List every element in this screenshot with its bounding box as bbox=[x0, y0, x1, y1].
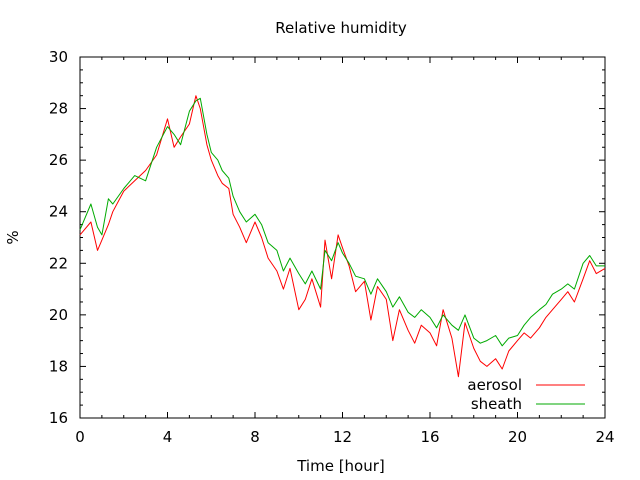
y-tick-label: 16 bbox=[49, 409, 68, 427]
series-layer bbox=[79, 95, 606, 378]
y-tick-label: 28 bbox=[49, 100, 68, 118]
y-tick-label: 26 bbox=[49, 151, 68, 169]
plot-frame bbox=[79, 56, 606, 419]
x-axis-label: Time [hour] bbox=[296, 457, 385, 475]
x-tick-label: 4 bbox=[163, 428, 173, 446]
x-tick-label: 12 bbox=[333, 428, 352, 446]
chart-title: Relative humidity bbox=[275, 19, 407, 37]
axis-ticks: 0 4 8 12 16 20 24 16 18 20 22 24 26 28 30 bbox=[49, 48, 615, 446]
legend-label-aerosol: aerosol bbox=[467, 376, 522, 394]
x-tick-label: 24 bbox=[595, 428, 614, 446]
y-tick-label: 24 bbox=[49, 203, 68, 221]
plot-border bbox=[79, 56, 606, 419]
y-tick-label: 20 bbox=[49, 306, 68, 324]
y-tick-label: 22 bbox=[49, 254, 68, 272]
series-line-aerosol bbox=[79, 95, 606, 378]
x-tick-label: 8 bbox=[250, 428, 260, 446]
x-tick-label: 20 bbox=[508, 428, 527, 446]
x-tick-label: 0 bbox=[75, 428, 85, 446]
y-tick-label: 18 bbox=[49, 357, 68, 375]
legend-label-sheath: sheath bbox=[471, 395, 522, 413]
series-line-sheath bbox=[79, 97, 605, 347]
y-tick-label: 30 bbox=[49, 48, 68, 66]
y-axis-label: % bbox=[4, 230, 22, 244]
x-tick-label: 16 bbox=[420, 428, 439, 446]
